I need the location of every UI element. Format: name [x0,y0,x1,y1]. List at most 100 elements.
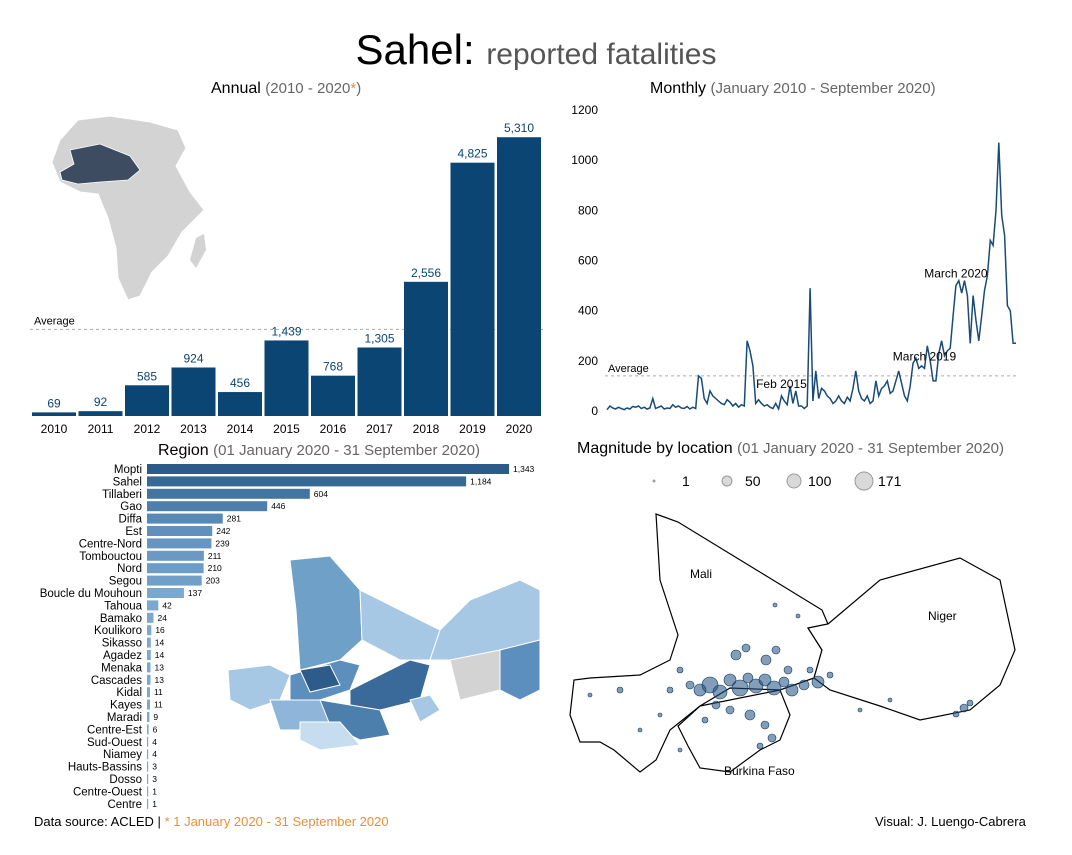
annual-category-label: 2016 [320,422,347,436]
region-value-label: 4 [152,749,157,759]
region-bar-cascades [147,674,151,685]
monthly-ytick-label: 0 [591,404,598,418]
footer-note: * 1 January 2020 - 31 September 2020 [164,814,389,829]
region-category-label: Koulikoro [94,625,142,637]
annual-bar-2013 [171,367,216,416]
region-bar-tillaberi [147,488,310,499]
monthly-ytick-label: 400 [578,304,598,318]
region-value-label: 13 [155,675,165,685]
region-value-label: 24 [157,613,167,623]
region-bar-sahel [147,476,467,487]
region-category-label: Sikasso [102,638,142,650]
annual-category-label: 2010 [41,422,68,436]
region-value-label: 4 [152,737,157,747]
annual-value-label: 92 [94,395,108,409]
annual-value-label: 69 [47,396,61,410]
region-value-label: 13 [155,662,165,672]
annual-value-label: 4,825 [457,147,487,161]
annual-value-label: 924 [183,351,203,365]
magnitude-title: Magnitude by location (01 January 2020 -… [577,440,1004,458]
annual-title-text: Annual [211,80,261,97]
magnitude-subtitle: (01 January 2020 - 31 September 2020) [737,440,1004,457]
annual-value-label: 1,305 [364,331,394,345]
annual-subtitle-post: ) [356,80,362,97]
monthly-average-label: Average [608,363,649,375]
region-value-label: 211 [208,551,222,561]
annual-bar-2012 [125,385,169,416]
legend-label-50: 50 [745,473,761,489]
monthly-ytick-label: 1000 [571,153,598,167]
region-bar-maradi [147,712,150,722]
region-subtitle: (01 January 2020 - 31 September 2020) [213,442,480,459]
annual-value-label: 768 [323,360,343,374]
region-category-label: Gao [120,501,142,513]
region-value-label: 203 [206,576,220,586]
region-category-label: Centre-Nord [79,538,142,550]
region-bar-centre-est [147,724,149,735]
region-value-label: 1 [152,799,157,809]
region-bar-menaka [147,662,151,673]
monthly-ytick-label: 1200 [571,103,598,117]
annual-category-label: 2014 [227,422,254,436]
legend-circle-1 [652,479,656,483]
legend-circle-50 [721,475,733,487]
annual-subtitle-pre: (2010 - 2020 [265,80,351,97]
region-value-label: 16 [155,625,165,635]
region-value-label: 42 [162,600,172,610]
annual-category-label: 2013 [180,422,207,436]
monthly-annotation: March 2019 [893,349,957,363]
region-value-label: 11 [154,700,163,710]
region-category-label: Diffa [119,514,143,526]
region-bar-bamako [147,612,154,623]
legend-label-100: 100 [808,473,832,489]
annual-chart: Average 69 2010 92 2011 585 2012 924 2013 456 201… [30,115,545,436]
annual-category-label: 2015 [273,422,300,436]
footer-source: Data source: ACLED | * 1 January 2020 - … [34,814,389,829]
region-title: Region (01 January 2020 - 31 September 2… [158,442,480,460]
monthly-title: Monthly (January 2010 - September 2020) [650,80,936,98]
region-value-label: 11 [154,687,163,697]
region-bar-hauts-bassins [147,761,149,772]
annual-category-label: 2019 [459,422,486,436]
region-bar-tahoua [147,600,159,611]
region-category-label: Mopti [114,464,142,476]
region-value-label: 6 [153,724,158,734]
region-value-label: 9 [153,712,158,722]
region-category-label: Nord [117,563,142,575]
page-title: Sahel: reported fatalities [0,26,1072,74]
magnitude-title-text: Magnitude by location [577,440,733,457]
region-category-label: Sahel [113,476,142,488]
region-value-label: 1,343 [513,464,535,474]
niger-outline [807,557,1016,721]
region-value-label: 14 [155,638,165,648]
region-value-label: 1 [152,786,157,796]
region-category-label: Centre-Ouest [73,786,143,798]
annual-bar-2020 [497,137,541,416]
annual-title: Annual (2010 - 2020*) [211,80,361,98]
annual-category-label: 2012 [134,422,161,436]
monthly-ytick-label: 200 [578,354,598,368]
region-value-label: 3 [152,774,157,784]
annual-value-label: 456 [230,376,250,390]
region-bar-centre-ouest [147,786,149,797]
region-category-label: Centre-Est [87,724,143,736]
region-value-label: 210 [208,563,222,573]
region-category-label: Kidal [116,687,142,699]
annual-bar-2019 [450,162,495,416]
region-category-label: Boucle du Mouhoun [40,588,142,600]
region-category-label: Dosso [109,774,142,786]
region-value-label: 446 [271,501,285,511]
monthly-subtitle: (January 2010 - September 2020) [710,80,936,97]
region-value-label: 1,184 [470,476,492,486]
region-category-label: Tombouctou [79,551,142,563]
region-bar-gao [147,501,268,512]
annual-value-label: 2,556 [411,266,441,280]
region-value-label: 239 [215,538,229,548]
region-category-label: Menaka [101,662,143,674]
region-value-label: 137 [188,588,202,598]
burkina-faso-outline [677,689,791,773]
region-bar-est [147,526,213,536]
region-category-label: Niamey [103,749,142,761]
map-label-burkina: Burkina Faso [724,764,795,778]
